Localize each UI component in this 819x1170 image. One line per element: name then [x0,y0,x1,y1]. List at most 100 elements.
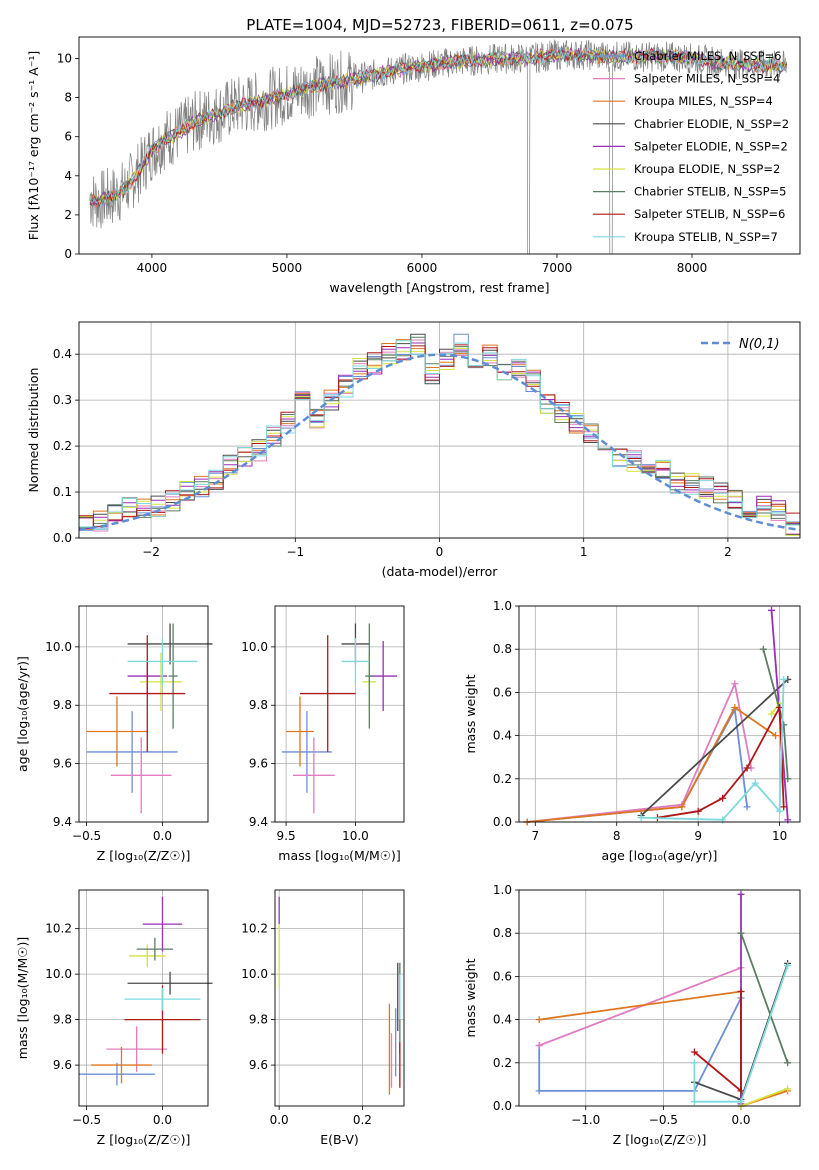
weight-point-k_stelib [637,814,645,822]
y-axis-label: Flux [fλ10⁻¹⁷ erg cm⁻² s⁻¹ A⁻¹] [26,51,41,240]
axes-frame [78,605,209,823]
y-tick-label: 9.8 [53,698,72,712]
y-axis-label: mass weight [463,674,478,753]
normal-curve [78,353,801,532]
y-tick-label: 9.4 [249,815,268,829]
weight-point-k_miles [678,803,686,811]
y-tick-label: 10.0 [45,640,72,654]
x-tick-label: 4000 [137,261,168,275]
weight-point-c_stelib [737,929,745,937]
weight-line-s_miles [527,680,752,823]
weight-point-s_miles [731,680,739,688]
weight-point-s_stelib [780,803,788,811]
panel-age-vs-mass: 9.5 10.0 9.4 9.6 9.8 10.0 mass [log₁₀(M/M☉)] [241,605,405,863]
legend-entry: N(0,1) [739,337,780,352]
y-tick-label: 9.6 [53,1058,72,1072]
x-tick-label: −0.5 [72,829,101,843]
weight-point-c_miles [743,803,751,811]
y-tick-label: 0.6 [493,685,512,699]
axes-frame [274,605,405,823]
y-tick-label: 0 [64,247,72,261]
axes-frame [78,889,209,1107]
weight-point-k_stelib [776,807,784,815]
plot-area [275,606,404,822]
weight-point-s_miles [535,1042,543,1050]
legend-entry: Chabrier MILES, N_SSP=6 [634,49,781,63]
weight-point-c_stelib [784,775,792,783]
y-tick-label: 9.6 [53,757,72,771]
x-tick-label: 2 [724,545,732,559]
legend-entry: Salpeter STELIB, N_SSP=6 [634,207,785,221]
x-tick-label: 5000 [272,261,303,275]
y-tick-label: 10.0 [45,967,72,981]
plot-area [275,890,404,1106]
y-tick-label: 0.2 [493,1056,512,1070]
weight-point-k_miles [535,1016,543,1024]
y-tick-label: 10.2 [241,922,268,936]
weight-line-s_stelib [657,704,785,819]
panel-spectrum: 4000 5000 6000 7000 8000 0 2 4 6 8 10 wavelength [A… [26,36,801,295]
y-tick-label: 10.0 [241,967,268,981]
y-axis-label: Normed distribution [26,368,41,493]
x-axis-label: age [log₁₀(age/yr)] [602,848,718,863]
panel-mass-vs-EBV: 0.0 0.2 9.6 9.8 10.0 10.2 E(B-V) [241,889,405,1147]
x-tick-label: 7000 [542,261,573,275]
weight-point-k_stelib [780,675,788,683]
weight-line-k_miles [527,706,777,823]
x-axis-label: mass [log₁₀(M/M☉)] [278,848,400,863]
x-tick-label: −0.5 [72,1113,101,1127]
weight-point-s_stelib [694,807,702,815]
legend-entry: Chabrier STELIB, N_SSP=5 [634,185,786,199]
y-tick-label: 10.0 [241,640,268,654]
plot-area [519,606,800,822]
x-tick-label: 9.5 [277,829,296,843]
x-axis-label: Z [log₁₀(Z/Z☉)] [97,1132,191,1147]
x-tick-label: −1.0 [571,1113,600,1127]
y-tick-label: 10 [57,52,72,66]
axes-frame [78,321,801,539]
weight-point-c_stelib [784,1059,792,1067]
x-tick-label: −1 [286,545,304,559]
y-tick-label: 8 [64,91,72,105]
y-tick-label: 0.0 [493,1099,512,1113]
weight-point-k_miles [772,732,780,740]
y-tick-label: 9.8 [249,698,268,712]
weight-point-k_miles [731,704,739,712]
y-tick-label: 9.8 [53,1013,72,1027]
weight-line-k_elodie [740,1087,788,1107]
y-tick-label: 0.0 [53,531,72,545]
x-tick-label: 8 [613,829,621,843]
plot-area [79,606,208,822]
y-tick-label: 0.0 [493,815,512,829]
panel-mass-vs-Z: −0.5 0.0 9.6 9.8 10.0 10.2 Z [log₁₀(Z/Z☉)] mass… [15,889,213,1147]
y-tick-label: 0.6 [493,969,512,983]
axes-frame [78,36,801,255]
weight-line-c_elodie [640,678,789,817]
y-tick-label: 0.8 [493,926,512,940]
x-tick-label: 0.0 [153,1113,172,1127]
plot-area [79,890,208,1106]
axes-frame [518,889,801,1107]
model-spectrum-line-s_stelib [89,48,787,208]
weight-point-k_elodie [784,1085,792,1093]
weight-point-c_stelib [780,721,788,729]
x-tick-label: −2 [142,545,160,559]
histogram-step-k_stelib [79,340,800,530]
legend-entry: Salpeter MILES, N_SSP=4 [634,72,780,86]
model-spectrum-line-c_stelib [89,47,787,207]
weight-line-c_stelib [740,932,789,1064]
legend-entry: Chabrier ELODIE, N_SSP=2 [634,117,789,131]
legend-entry: Kroupa MILES, N_SSP=4 [634,94,773,108]
y-tick-label: 0.1 [53,485,72,499]
y-tick-label: 2 [64,208,72,222]
x-axis-label: (data-model)/error [382,564,499,579]
y-tick-label: 0.4 [53,347,72,361]
x-tick-label: 0.0 [270,1113,289,1127]
y-axis-label: mass weight [463,958,478,1037]
weight-point-k_stelib [784,962,792,970]
weight-point-c_miles [535,1087,543,1095]
y-tick-label: 10.2 [45,922,72,936]
y-tick-label: 9.8 [249,1013,268,1027]
x-tick-label: 0.0 [153,829,172,843]
